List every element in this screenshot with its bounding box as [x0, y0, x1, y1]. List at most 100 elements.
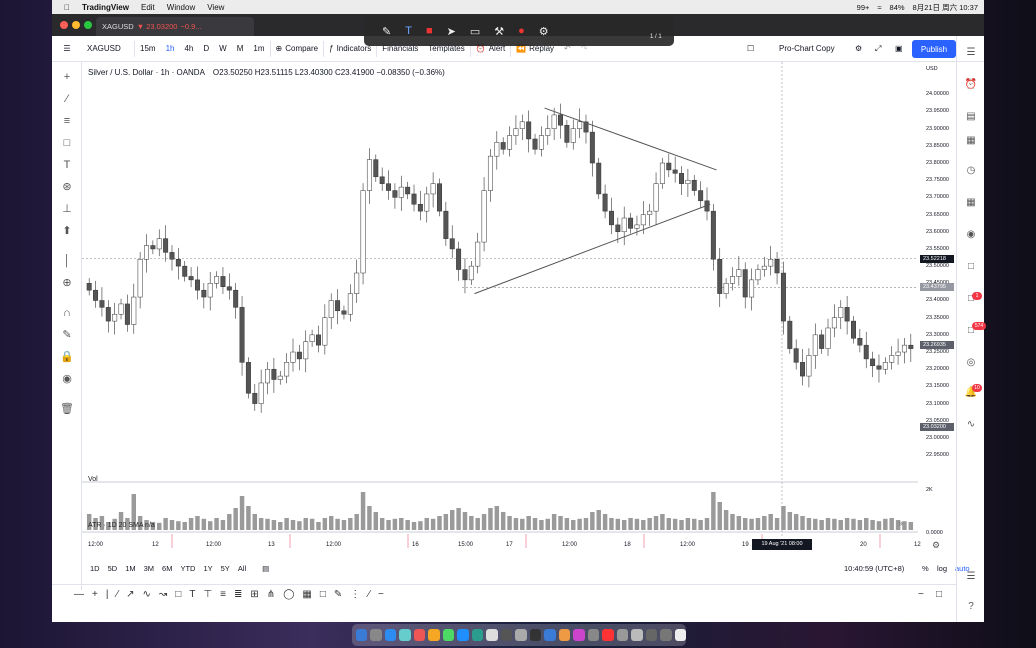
dock-app-icon[interactable] [384, 629, 397, 641]
dock-app-icon[interactable] [399, 629, 411, 641]
range-6m[interactable]: 6M [162, 563, 173, 573]
calendar-icon[interactable]: ▦ [966, 197, 976, 208]
fib-icon[interactable]: ≡ [63, 115, 71, 127]
streams-icon[interactable]: □ [967, 325, 975, 336]
measure-icon[interactable]: ⊥ [62, 203, 72, 215]
stay-drawing-icon[interactable]: ✎ [62, 329, 72, 341]
rect-tool-icon[interactable]: □ [175, 589, 182, 600]
alerts-clock-icon[interactable]: ⏰ [964, 79, 978, 90]
rectangle-icon[interactable]: ▭ [469, 25, 481, 38]
brush-icon[interactable]: ✎ [382, 25, 392, 38]
range-5y[interactable]: 5Y [220, 563, 230, 573]
dock-app-icon[interactable] [486, 629, 498, 641]
callout-icon[interactable]: □ [319, 589, 326, 600]
interval-4h[interactable]: 4h [184, 44, 194, 53]
circle-tool-icon[interactable]: ◯ [283, 589, 295, 600]
cursor-icon[interactable]: ➤ [446, 25, 456, 38]
cross-line-icon[interactable]: + [92, 589, 98, 600]
close-window-icon[interactable] [60, 21, 68, 29]
menu-clock[interactable]: 8月21日 周六 10:37 [912, 2, 978, 12]
pitchfork-icon[interactable]: ⋔ [266, 589, 276, 600]
vertical-line-icon[interactable]: | [105, 589, 109, 600]
chat-icon[interactable]: □ [967, 261, 975, 272]
price-chart[interactable] [82, 62, 918, 590]
scroll-right-icon[interactable]: » [898, 518, 904, 528]
minimize-window-icon[interactable] [72, 21, 80, 29]
text-icon[interactable]: T [63, 159, 71, 171]
measure-tool-icon[interactable]: ⋮ [350, 589, 361, 600]
camera-icon[interactable]: ▣ [895, 44, 903, 53]
dock-app-icon[interactable] [558, 629, 571, 641]
log-toggle[interactable]: log [937, 563, 948, 573]
text-tool-icon[interactable]: T [405, 25, 412, 37]
chart-settings-icon[interactable]: ⚙ [932, 540, 941, 550]
lock-icon[interactable]: 🔒 [60, 351, 74, 363]
goto-date-icon[interactable]: ▤ [262, 563, 270, 573]
arrow-up-icon[interactable]: ⬆ [62, 225, 72, 237]
help-icon[interactable]: ? [968, 601, 974, 612]
dock-app-icon[interactable] [587, 629, 600, 641]
currency-label[interactable]: USD [926, 66, 938, 72]
apple-icon[interactable]:  [64, 3, 70, 12]
range-5d[interactable]: 5D [107, 563, 118, 573]
broadcast-icon[interactable]: ◎ [966, 357, 976, 368]
templates-button[interactable]: Templates [423, 36, 469, 62]
interval-d[interactable]: D [203, 44, 210, 53]
dock-app-icon[interactable] [515, 629, 527, 641]
fullscreen-icon[interactable]: ⤢ [875, 43, 882, 53]
trash-icon[interactable]: 🗑 [60, 403, 74, 415]
symbol-title[interactable]: Silver / U.S. Dollar · 1h · OANDA [88, 68, 205, 77]
dock-app-icon[interactable] [471, 629, 484, 641]
range-1m[interactable]: 1M [125, 563, 136, 573]
watchlist-icon[interactable]: ☰ [966, 47, 976, 58]
history-icon[interactable]: ◷ [966, 165, 976, 176]
undo-icon[interactable]: ↶ [564, 44, 571, 53]
dock-app-icon[interactable] [428, 629, 440, 641]
ruler-icon[interactable]: │ [63, 255, 71, 267]
layout-checkbox[interactable]: ☐ [747, 44, 755, 53]
replay-button[interactable]: ⏪ Replay [511, 36, 559, 62]
menu-view[interactable]: View [201, 2, 224, 12]
pattern-icon[interactable]: □ [63, 137, 71, 149]
menu-window[interactable]: Window [160, 2, 195, 12]
dock-app-icon[interactable] [370, 629, 382, 641]
dock-app-icon[interactable] [674, 629, 687, 641]
hammer-icon[interactable]: ⚒ [494, 25, 505, 38]
notifications-icon[interactable]: 🔔 [964, 387, 978, 398]
fib-tool-icon[interactable]: ≡ [220, 589, 227, 600]
trading-panel-icon[interactable]: ∿ [966, 419, 976, 430]
percent-toggle[interactable]: % [922, 563, 929, 573]
horizontal-line-icon[interactable]: — [74, 589, 84, 600]
redo-icon[interactable]: ↷ [580, 44, 588, 53]
range-1d[interactable]: 1D [90, 563, 100, 573]
maximize-panel-icon[interactable]: □ [936, 589, 943, 600]
dock-app-icon[interactable] [631, 629, 643, 641]
arrow-tool-icon[interactable]: ∕ [368, 589, 370, 600]
dock-app-icon[interactable] [442, 629, 455, 641]
settings-icon[interactable]: ⚙ [538, 25, 549, 38]
minus-icon[interactable]: − [377, 589, 384, 600]
zoom-in-icon[interactable]: ⊕ [62, 277, 72, 289]
layout-name[interactable]: Pro-Chart Copy [779, 44, 835, 53]
financials-button[interactable]: Financials [377, 36, 423, 62]
dock-app-icon[interactable] [529, 629, 542, 641]
dock-app-icon[interactable] [645, 629, 658, 641]
symbol-search[interactable]: XAGUSD [87, 44, 121, 53]
interval-15m[interactable]: 15m [140, 44, 156, 53]
menu-icon[interactable]: ☰ [63, 44, 71, 53]
wifi-icon[interactable]: ≈ [877, 2, 882, 12]
dock-app-icon[interactable] [413, 629, 426, 641]
messages-icon[interactable]: □ [967, 293, 975, 304]
browser-tab[interactable]: XAGUSD ▼ 23.03200 −0.9... [96, 17, 254, 36]
curve-icon[interactable]: ∿ [142, 589, 151, 600]
ray-icon[interactable]: ↗ [126, 589, 135, 600]
publish-button[interactable]: Publish [912, 40, 956, 58]
fib-channel-icon[interactable]: ≣ [234, 589, 243, 600]
minimize-panel-icon[interactable]: − [918, 589, 924, 600]
grid-tool-icon[interactable]: ▦ [302, 589, 312, 600]
gear-icon[interactable]: ⚙ [855, 44, 863, 53]
news-icon[interactable]: ▦ [966, 135, 976, 146]
range-all[interactable]: All [237, 563, 247, 573]
anchored-text-icon[interactable]: ⊤ [203, 589, 213, 600]
ideas-icon[interactable]: ◉ [966, 229, 976, 240]
